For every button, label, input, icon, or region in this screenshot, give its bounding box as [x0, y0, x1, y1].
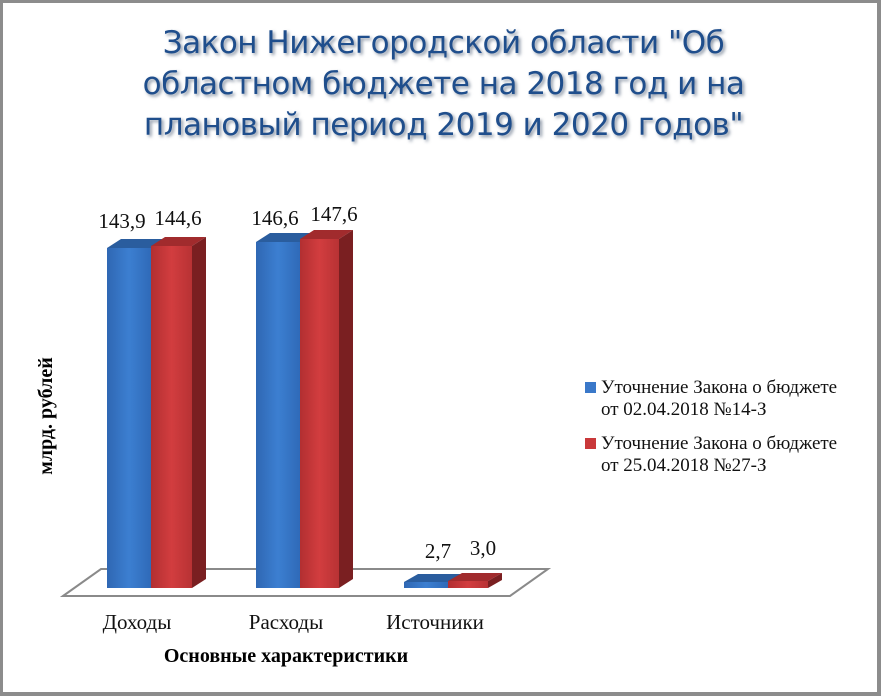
chart-title-line-1: Закон Нижегородской области "Об	[162, 25, 725, 61]
plot-area: 143,9 144,6 146,6 147,6 2,7 3,0 Доходы Р…	[35, 202, 552, 667]
legend-item-series-2[interactable]: Уточнение Закона о бюджете от 25.04.2018…	[585, 433, 875, 477]
data-label: 3,0	[470, 536, 496, 560]
bar-dohody-s2[interactable]	[151, 237, 206, 588]
legend: Уточнение Закона о бюджете от 02.04.2018…	[585, 377, 875, 489]
x-tick-label: Источники	[386, 610, 484, 634]
x-tick-label: Расходы	[249, 610, 323, 634]
legend-swatch-blue-icon	[585, 382, 596, 393]
bar-raskhody-s1[interactable]	[256, 233, 314, 588]
y-axis-title: млрд. рублей	[35, 357, 57, 475]
legend-item-series-1[interactable]: Уточнение Закона о бюджете от 02.04.2018…	[585, 377, 875, 421]
x-axis-title: Основные характеристики	[164, 645, 408, 667]
x-tick-label: Доходы	[103, 610, 172, 634]
data-label: 146,6	[251, 206, 298, 230]
data-label: 144,6	[154, 206, 201, 230]
bar-dohody-s1[interactable]	[107, 239, 165, 588]
bar-istochniki-s2[interactable]	[448, 573, 502, 588]
chart-title-line-3: плановый период 2019 и 2020 годов"	[143, 107, 744, 143]
bar-istochniki-s1[interactable]	[404, 574, 462, 588]
data-label: 147,6	[310, 202, 357, 226]
chart-title-line-2: областном бюджете на 2018 год и на	[142, 66, 745, 102]
bar-raskhody-s2[interactable]	[300, 230, 353, 588]
data-label: 2,7	[425, 539, 451, 563]
chart-title: Закон Нижегородской области "Об областно…	[3, 23, 877, 146]
legend-swatch-red-icon	[585, 438, 596, 449]
legend-label: Уточнение Закона о бюджете от 25.04.2018…	[601, 433, 838, 476]
legend-label: Уточнение Закона о бюджете от 02.04.2018…	[601, 377, 838, 420]
data-label: 143,9	[98, 209, 145, 233]
